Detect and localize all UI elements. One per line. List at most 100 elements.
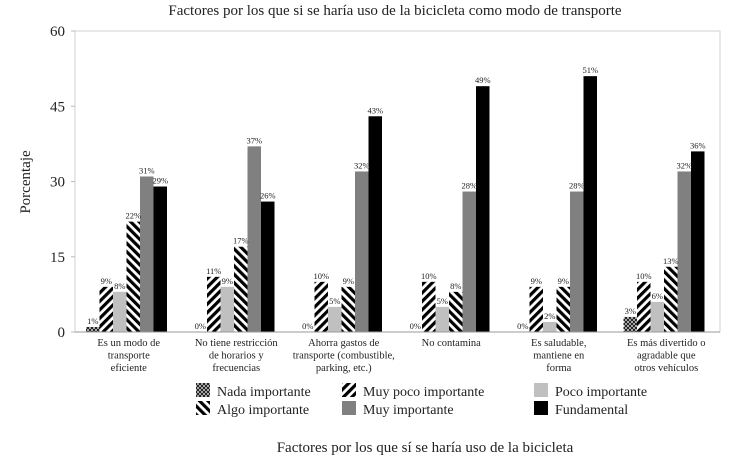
x-category-line: Es saludable, (531, 338, 586, 349)
legend-label: Fundamental (555, 403, 628, 418)
x-category-line: agradable que (637, 351, 696, 362)
bar-5-0 (153, 186, 167, 332)
data-label-1-4: 9% (531, 276, 542, 286)
data-label-5-5: 36% (690, 140, 706, 150)
bar-4-0 (140, 176, 154, 332)
legend-swatch (342, 383, 356, 397)
bar-1-5 (637, 281, 651, 332)
bar-3-5 (664, 266, 678, 332)
y-axis: 0 15 30 45 60 (50, 24, 75, 341)
data-label-0-5: 3% (625, 306, 636, 316)
x-axis-title: Factores por los que sí se haría uso de … (277, 440, 574, 456)
data-label-0-0: 1% (87, 316, 98, 326)
x-category-line: No tiene restricción (195, 338, 279, 349)
bars (86, 76, 705, 333)
data-label-5-0: 29% (152, 176, 168, 186)
x-category-label: Es saludable, mantiene en forma (531, 338, 586, 374)
data-label-3-0: 22% (125, 211, 141, 221)
bar-2-3 (435, 306, 449, 332)
data-label-0-4: 0% (517, 321, 528, 331)
bar-2-1 (220, 286, 234, 332)
bar-3-0 (126, 221, 140, 332)
bar-1-0 (99, 286, 113, 332)
data-label-4-0: 31% (139, 165, 155, 175)
x-category-line: mantiene en (533, 351, 585, 362)
bar-0-5 (623, 316, 637, 332)
data-label-0-2: 0% (302, 321, 313, 331)
bar-4-4 (570, 191, 584, 332)
bar-1-4 (529, 286, 543, 332)
x-category-line: No contamina (422, 338, 482, 349)
bar-1-3 (422, 281, 436, 332)
data-label-3-3: 8% (450, 281, 461, 291)
bar-2-4 (543, 321, 557, 332)
data-label-2-5: 6% (652, 291, 663, 301)
data-label-2-4: 2% (544, 311, 555, 321)
bar-2-2 (328, 306, 342, 332)
x-category-label: Ahorra gastos de transporte (combustible,… (293, 338, 395, 374)
data-label-1-5: 10% (636, 271, 652, 281)
bar-5-1 (261, 201, 275, 332)
y-axis-title: Porcentaje (18, 150, 34, 214)
y-tick-label: 45 (50, 99, 65, 115)
legend-swatch (196, 401, 210, 415)
x-category-line: transporte (combustible, (293, 351, 395, 362)
data-label-2-3: 5% (437, 296, 448, 306)
x-category-line: frecuencias (212, 363, 260, 374)
legend-label: Muy importante (363, 403, 454, 418)
data-label-4-1: 37% (246, 135, 262, 145)
bar-5-4 (583, 76, 597, 333)
data-label-4-3: 28% (461, 181, 477, 191)
bar-4-1 (247, 146, 261, 332)
y-tick-label: 0 (58, 325, 66, 341)
data-label-2-0: 8% (114, 281, 125, 291)
y-tick-label: 60 (50, 24, 65, 40)
bar-2-5 (650, 301, 664, 332)
plot-area (74, 30, 721, 333)
data-label-1-1: 11% (206, 266, 221, 276)
data-label-5-4: 51% (582, 65, 598, 75)
x-category-line: transporte (108, 351, 150, 362)
data-label-3-2: 9% (343, 276, 354, 286)
bar-3-1 (234, 246, 248, 332)
x-category-line: Ahorra gastos de (308, 338, 379, 349)
chart-title: Factores por los que si se haría uso de … (168, 3, 622, 19)
data-label-3-4: 9% (558, 276, 569, 286)
data-label-5-3: 49% (475, 75, 491, 85)
bar-3-3 (449, 291, 463, 332)
bar-5-2 (368, 116, 382, 333)
bar-0-0 (86, 326, 100, 332)
x-category-line: Es un modo de (97, 338, 160, 349)
y-tick-label: 30 (50, 175, 65, 191)
legend-label: Poco importante (555, 385, 647, 400)
data-label-5-2: 43% (367, 105, 383, 115)
bar-3-4 (556, 286, 570, 332)
x-category-line: de horarios y (209, 351, 265, 362)
data-label-3-5: 13% (663, 256, 679, 266)
data-label-2-2: 5% (329, 296, 340, 306)
bar-1-2 (314, 281, 328, 332)
bar-5-3 (476, 86, 490, 332)
data-label-1-0: 9% (101, 276, 112, 286)
x-category-line: otros vehículos (634, 363, 698, 374)
x-category-line: Es más divertido o (627, 338, 705, 349)
bar-4-5 (677, 171, 691, 332)
legend-label: Nada importante (217, 385, 311, 400)
legend: Nada importante Muy poco importante Poco i… (196, 383, 647, 418)
legend-swatch (534, 401, 548, 415)
legend-swatch (534, 383, 548, 397)
data-label-1-2: 10% (313, 271, 329, 281)
data-labels: 1%0% 0% 0% 0%3%9%11%10% 10%9%10%8%9%5% 5%2%6%… (87, 65, 705, 331)
data-label-0-3: 0% (410, 321, 421, 331)
legend-label: Muy poco importante (363, 385, 484, 400)
x-category-label: Es un modo de transporte eficiente (97, 338, 160, 374)
x-category-line: eficiente (111, 363, 147, 374)
data-label-4-5: 32% (676, 160, 692, 170)
legend-label: Algo importante (217, 403, 309, 418)
y-tick-label: 15 (50, 250, 65, 266)
x-category-label: Es más divertido o agradable que otros veh… (627, 338, 705, 374)
bar-1-1 (207, 276, 221, 332)
bar-3-2 (341, 286, 355, 332)
x-axis: Es un modo de transporte eficiente No tiene… (75, 331, 720, 374)
